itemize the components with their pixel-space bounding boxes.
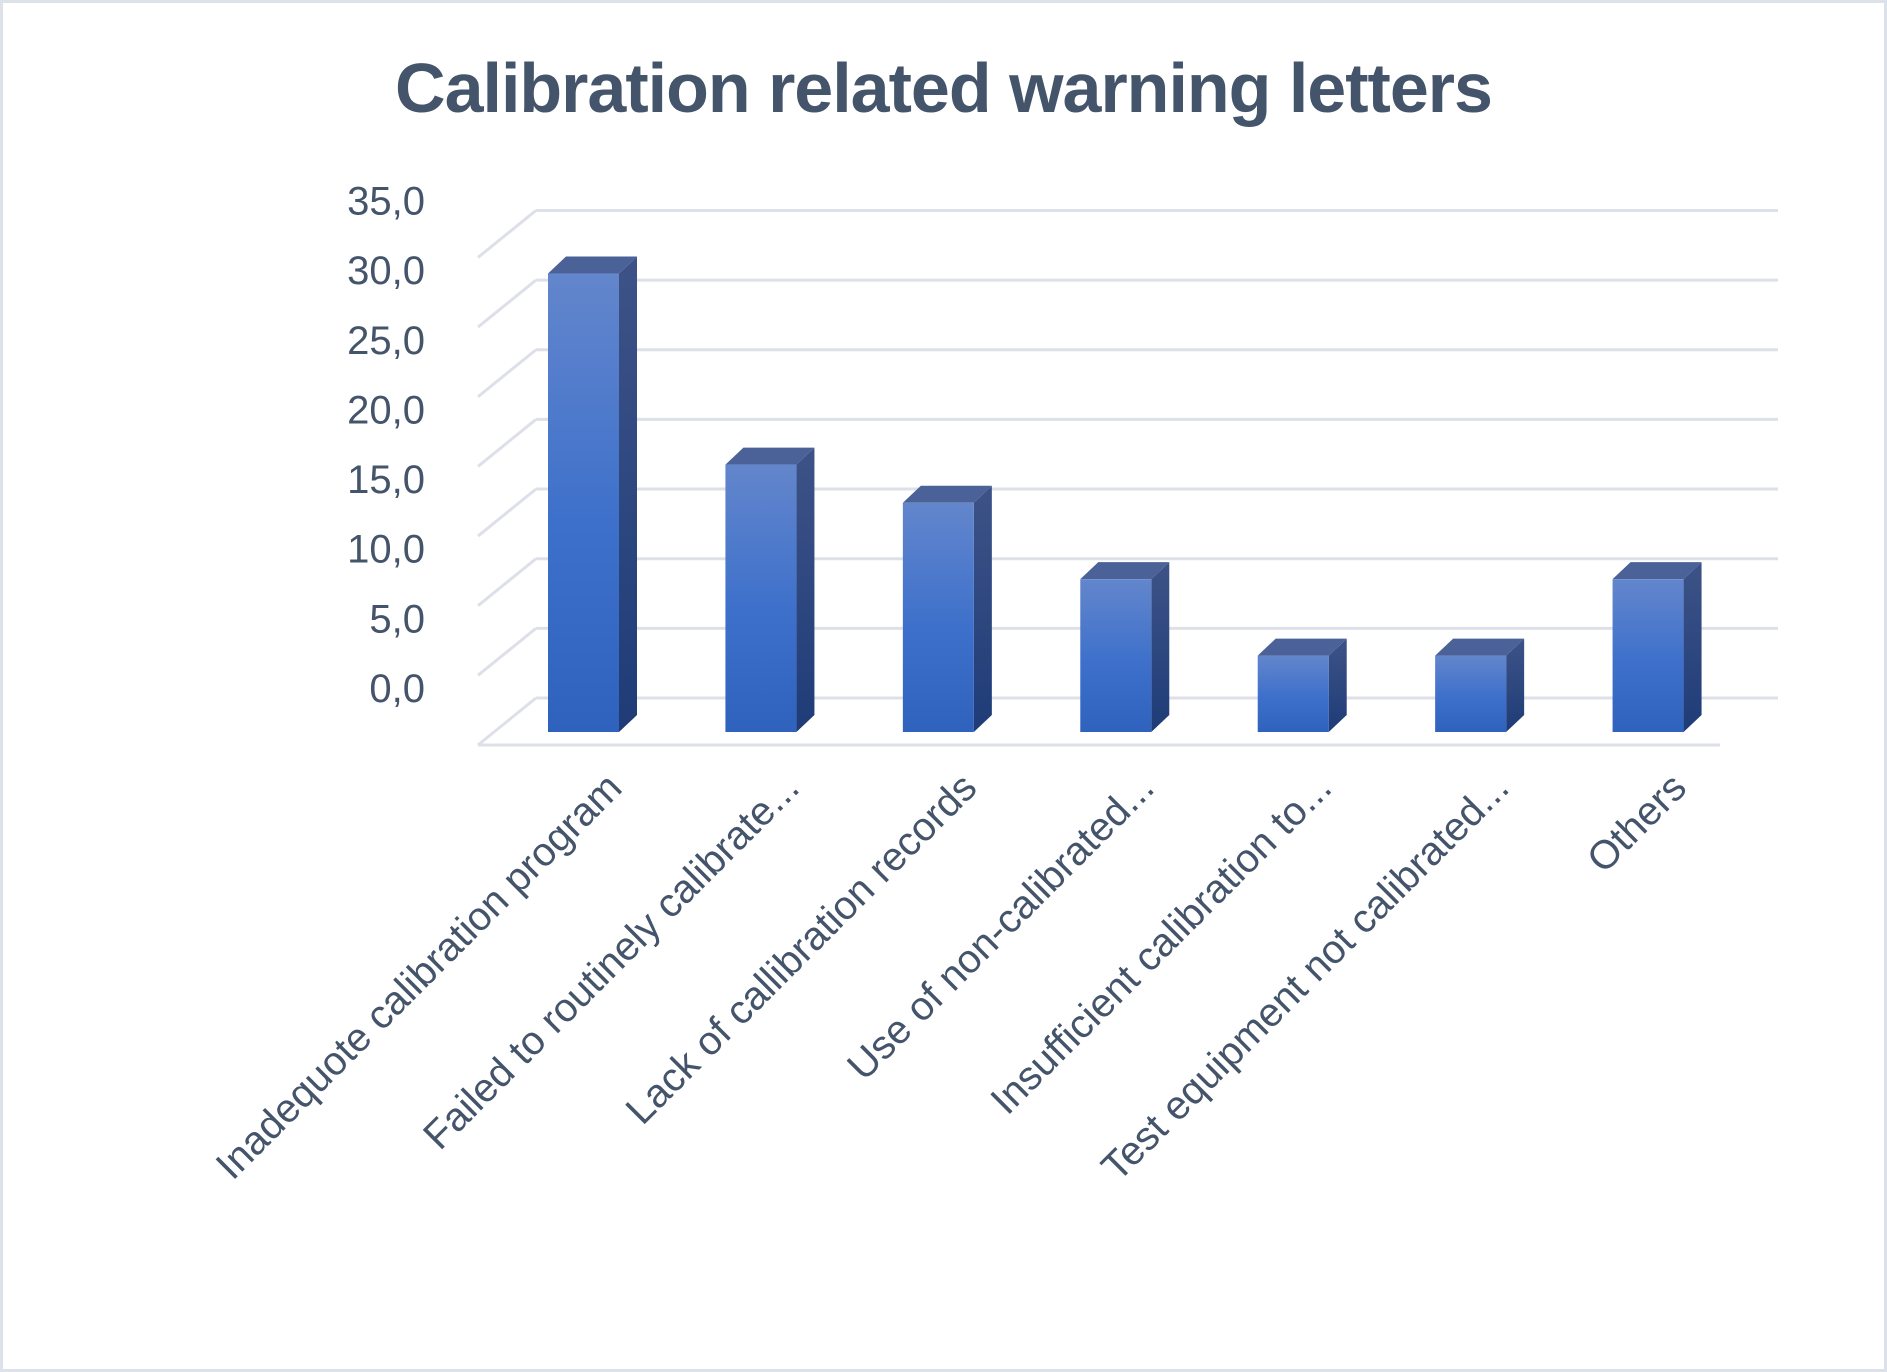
x-category-label: Others [1579,765,1695,881]
gridline-side [477,696,537,747]
y-tick-label: 10,0 [347,528,425,572]
gridline-side [477,348,537,398]
gridline-side [477,487,537,538]
gridline-side [477,209,537,259]
gridline-side [477,418,537,468]
chart-title: Calibration related warning letters [395,49,1493,127]
y-tick-label: 35,0 [347,179,425,223]
y-tick-label: 20,0 [347,388,425,432]
bar[interactable] [1612,562,1702,732]
gridline-side [477,278,537,329]
bar[interactable] [1080,562,1170,732]
bar[interactable] [902,485,992,732]
y-tick-label: 0,0 [369,667,425,711]
y-tick-label: 15,0 [347,458,425,502]
bar[interactable] [1435,638,1525,732]
y-tick-label: 5,0 [369,597,425,641]
y-tick-label: 30,0 [347,249,425,293]
x-category-label: Lack of callibration records [618,765,986,1133]
x-category-label: Insufficient calibration to... [982,765,1340,1123]
gridline-side [477,627,537,677]
y-tick-label: 25,0 [347,319,425,363]
x-category-label: Use of non-calibrated... [839,765,1163,1089]
bar[interactable] [1257,638,1347,732]
x-category-label: Failed to routinely calibrate... [415,765,808,1158]
gridline-side [477,557,537,607]
bar[interactable] [725,447,815,732]
bar[interactable] [548,256,637,732]
